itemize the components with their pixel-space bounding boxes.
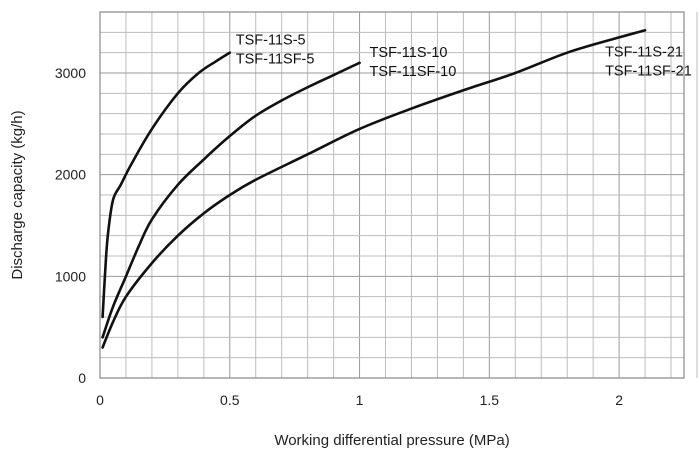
x-tick-label: 0.5 bbox=[220, 392, 240, 408]
y-tick-label: 2000 bbox=[55, 167, 86, 183]
x-tick-label: 2 bbox=[615, 392, 623, 408]
series-label: TSF-11SF-10 bbox=[370, 64, 457, 80]
plot-frame bbox=[99, 11, 685, 379]
series-line-1 bbox=[101, 51, 232, 319]
x-tick-label: 1.5 bbox=[480, 392, 500, 408]
series-line-2 bbox=[101, 61, 361, 339]
y-axis-title: Discharge capacity (kg/h) bbox=[9, 110, 26, 279]
series-label: TSF-11S-5 bbox=[236, 33, 306, 49]
series-curves bbox=[101, 29, 647, 349]
x-tick-label: 1 bbox=[356, 392, 364, 408]
y-tick-labels: 0 1000 2000 3000 bbox=[55, 65, 86, 386]
y-tick-label: 1000 bbox=[55, 268, 86, 284]
x-axis-title: Working differential pressure (MPa) bbox=[274, 432, 509, 449]
series-line-3 bbox=[101, 29, 647, 349]
x-tick-label: 0 bbox=[96, 392, 104, 408]
series-label: TSF-11SF-21 bbox=[605, 63, 692, 79]
series-labels: TSF-11S-5 TSF-11SF-5 TSF-11S-10 TSF-11SF-10… bbox=[236, 33, 692, 80]
x-tick-labels: 0 0.5 1 1.5 2 bbox=[96, 392, 623, 408]
series-label: TSF-11SF-5 bbox=[236, 52, 315, 68]
series-label: TSF-11S-10 bbox=[370, 45, 448, 61]
series-label: TSF-11S-21 bbox=[605, 44, 683, 60]
y-tick-label: 3000 bbox=[55, 65, 86, 81]
y-tick-label: 0 bbox=[78, 370, 86, 386]
